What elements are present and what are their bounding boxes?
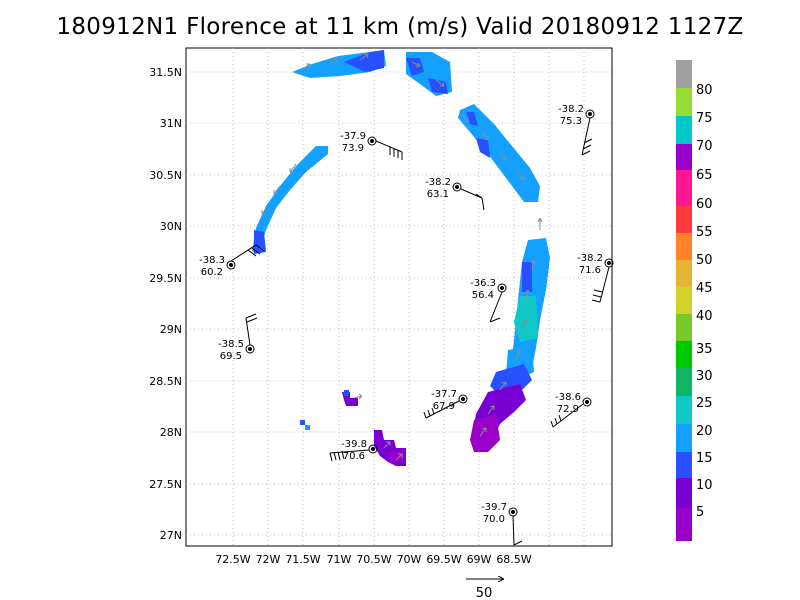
- obs-value: 71.6: [579, 265, 601, 276]
- lon-axis-labels: 72.5W 72W 71.5W 71W 70.5W 70W 69.5W 69W …: [215, 553, 531, 566]
- lat-label: 27N: [160, 529, 182, 542]
- colorbar-label: 55: [696, 225, 713, 240]
- colorbar-label: 5: [696, 505, 704, 520]
- lat-axis-labels: 31.5N 31N 30.5N 30N 29.5N 29N 28.5N 28N …: [149, 66, 182, 542]
- obs-temp: -38.6: [555, 392, 581, 403]
- lat-label: 29.5N: [149, 272, 182, 285]
- obs-value: 56.4: [472, 290, 494, 301]
- wind-vectors: [261, 53, 543, 461]
- lon-label: 69W: [467, 553, 492, 566]
- obs-value: 72.9: [557, 404, 579, 415]
- obs-value: 60.2: [201, 267, 223, 278]
- lon-label: 72.5W: [215, 553, 250, 566]
- wind-speed-field: [252, 50, 550, 466]
- colorbar-swatch: [676, 424, 692, 452]
- obs-value: 75.3: [560, 116, 582, 127]
- colorbar-label: 45: [696, 281, 713, 296]
- colorbar-label: 15: [696, 451, 713, 466]
- gridlines: [186, 48, 612, 546]
- obs-value: 70.0: [483, 514, 505, 525]
- obs-temp: -38.2: [558, 104, 584, 115]
- obs-temp: -39.7: [481, 502, 507, 513]
- obs-temp: -39.8: [341, 439, 367, 450]
- obs-value: 63.1: [427, 189, 449, 200]
- colorbar-swatch: [676, 170, 692, 206]
- lon-label: 70W: [397, 553, 422, 566]
- colorbar-label: 50: [696, 253, 713, 268]
- colorbar-swatch: [676, 88, 692, 116]
- lat-label: 30N: [160, 220, 182, 233]
- colorbar-label: 65: [696, 168, 713, 183]
- lat-label: 29N: [160, 323, 182, 336]
- obs-value: 69.5: [220, 351, 242, 362]
- plot-frame: [185, 47, 613, 547]
- lon-label: 72W: [256, 553, 281, 566]
- reference-vector: 50: [466, 579, 503, 600]
- lat-label: 30.5N: [149, 169, 182, 182]
- reference-vector-label: 50: [476, 586, 493, 600]
- colorbar-label: 10: [696, 478, 713, 493]
- lon-label: 69.5W: [426, 553, 461, 566]
- colorbar-label: 75: [696, 111, 713, 126]
- colorbar-label: 70: [696, 139, 713, 154]
- observation-labels: -38.2 75.3 -37.9 73.9 -38.2 63.1 -38.3 6…: [199, 104, 603, 525]
- colorbar-swatch: [676, 233, 692, 260]
- colorbar-label: 60: [696, 197, 713, 212]
- obs-temp: -38.5: [218, 339, 244, 350]
- obs-temp: -36.3: [470, 278, 496, 289]
- colorbar-swatch: [676, 60, 692, 88]
- map-title: 180912N1 Florence at 11 km (m/s) Valid 2…: [56, 14, 744, 40]
- colorbar: 5 10 15 20 25 30 35 40 45 50 55 60 65 70…: [676, 60, 713, 541]
- obs-temp: -38.2: [577, 253, 603, 264]
- colorbar-swatch: [676, 341, 692, 368]
- lat-label: 31N: [160, 117, 182, 130]
- colorbar-swatch: [676, 478, 692, 508]
- lon-label: 70.5W: [356, 553, 391, 566]
- colorbar-label: 30: [696, 369, 713, 384]
- colorbar-label: 25: [696, 396, 713, 411]
- lat-label: 27.5N: [149, 478, 182, 491]
- obs-temp: -37.7: [431, 389, 457, 400]
- colorbar-swatch: [676, 206, 692, 233]
- observation-stations: [226, 109, 614, 546]
- colorbar-swatch: [676, 314, 692, 341]
- colorbar-swatch: [676, 452, 692, 478]
- obs-value: 73.9: [342, 143, 364, 154]
- lat-label: 28N: [160, 426, 182, 439]
- colorbar-swatch: [676, 396, 692, 424]
- lat-label: 28.5N: [149, 375, 182, 388]
- colorbar-swatch: [676, 116, 692, 144]
- colorbar-label: 40: [696, 309, 713, 324]
- colorbar-label: 35: [696, 342, 713, 357]
- colorbar-swatch: [676, 368, 692, 396]
- colorbar-swatch: [676, 287, 692, 314]
- lon-label: 71.5W: [285, 553, 320, 566]
- obs-temp: -38.3: [199, 255, 225, 266]
- colorbar-swatch: [676, 144, 692, 170]
- obs-value: 70.6: [343, 451, 365, 462]
- obs-temp: -38.2: [425, 177, 451, 188]
- lon-label: 71W: [327, 553, 352, 566]
- colorbar-label: 20: [696, 424, 713, 439]
- obs-temp: -37.9: [340, 131, 366, 142]
- lat-label: 31.5N: [149, 66, 182, 79]
- colorbar-swatch: [676, 508, 692, 541]
- colorbar-label: 80: [696, 83, 713, 98]
- colorbar-swatch: [676, 260, 692, 287]
- lon-label: 68.5W: [496, 553, 531, 566]
- obs-value: 67.9: [433, 401, 455, 412]
